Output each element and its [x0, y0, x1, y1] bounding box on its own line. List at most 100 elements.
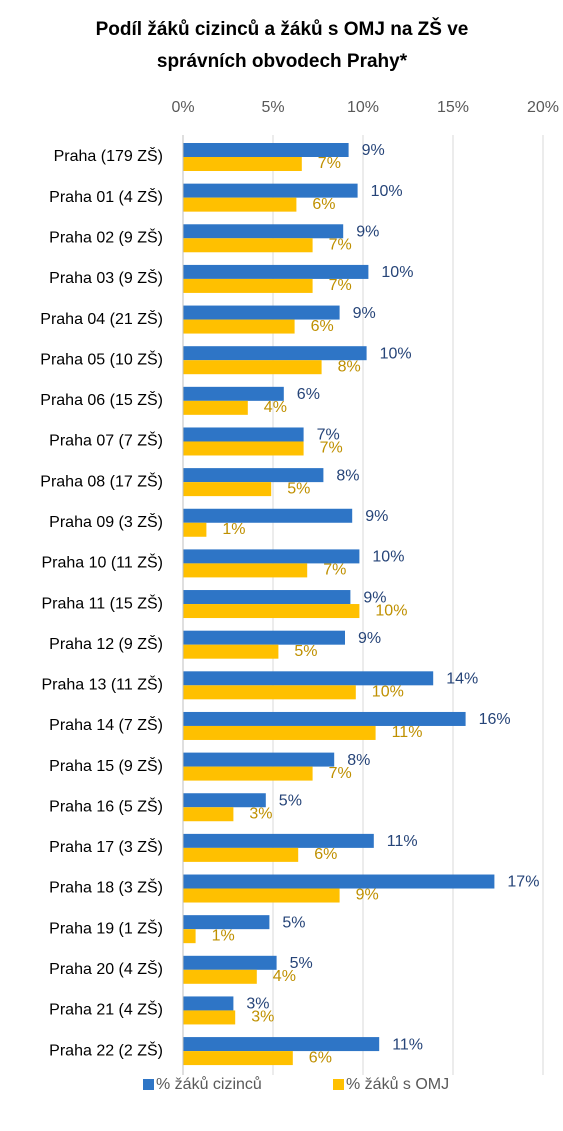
- data-label: 6%: [314, 846, 337, 863]
- data-label: 11%: [392, 724, 423, 741]
- y-tick-label: Praha 14 (7 ZŠ): [49, 715, 163, 734]
- bar: [183, 278, 313, 293]
- bar: [183, 143, 349, 157]
- bar: [183, 522, 207, 537]
- bar: [183, 711, 466, 726]
- bar: [183, 1037, 380, 1052]
- y-tick-label: Praha 18 (3 ZŠ): [49, 878, 163, 897]
- data-label: 5%: [290, 955, 313, 972]
- x-tick-label: 5%: [261, 99, 284, 116]
- legend-label: % žáků s OMJ: [346, 1075, 449, 1093]
- bar: [183, 752, 335, 767]
- bar: [183, 996, 234, 1011]
- data-label: 10%: [371, 183, 403, 200]
- data-label: 7%: [318, 155, 341, 172]
- bar: [183, 508, 353, 523]
- bar: [183, 590, 351, 605]
- data-label: 5%: [294, 643, 317, 660]
- bar: [183, 197, 297, 212]
- bar: [183, 847, 299, 862]
- data-label: 9%: [365, 508, 388, 525]
- data-label: 5%: [282, 914, 305, 931]
- data-label: 7%: [317, 427, 340, 444]
- y-tick-label: Praha 15 (9 ZŠ): [49, 756, 163, 775]
- y-tick-label: Praha 16 (5 ZŠ): [49, 796, 163, 815]
- data-label: 7%: [329, 277, 352, 294]
- y-tick-label: Praha 21 (4 ZŠ): [49, 1000, 163, 1019]
- data-label: 8%: [338, 358, 361, 375]
- x-tick-label: 10%: [347, 99, 379, 116]
- bar: [183, 482, 272, 497]
- bar: [183, 183, 358, 198]
- bar: [183, 793, 266, 808]
- legend-swatch: [333, 1079, 344, 1090]
- bar: [183, 563, 308, 578]
- bar: [183, 630, 345, 645]
- data-label: 4%: [273, 968, 296, 985]
- data-label: 9%: [353, 305, 376, 322]
- data-label: 6%: [297, 386, 320, 403]
- data-label: 6%: [309, 1049, 332, 1066]
- bar: [183, 604, 360, 619]
- bar: [183, 386, 284, 401]
- bar: [183, 644, 279, 659]
- data-label: 7%: [320, 440, 343, 457]
- x-tick-label: 0%: [171, 99, 194, 116]
- y-tick-label: Praha 04 (21 ZŠ): [40, 309, 163, 328]
- data-label: 10%: [372, 684, 404, 701]
- y-tick-label: Praha 17 (3 ZŠ): [49, 837, 163, 856]
- data-label: 7%: [323, 562, 346, 579]
- bar: [183, 264, 369, 279]
- data-label: 1%: [222, 521, 245, 538]
- chart-title: Podíl žáků cizinců a žáků s OMJ na ZŠ ve: [96, 18, 469, 40]
- data-label: 16%: [479, 711, 511, 728]
- data-label: 10%: [375, 602, 407, 619]
- x-tick-label: 20%: [527, 99, 559, 116]
- y-tick-label: Praha 08 (17 ZŠ): [40, 471, 163, 490]
- bar: [183, 929, 196, 944]
- data-label: 9%: [356, 223, 379, 240]
- legend-swatch: [143, 1079, 154, 1090]
- y-tick-label: Praha 06 (15 ZŠ): [40, 390, 163, 409]
- data-label: 8%: [347, 752, 370, 769]
- data-label: 5%: [279, 792, 302, 809]
- y-tick-label: Praha 22 (2 ZŠ): [49, 1040, 163, 1059]
- bar: [183, 224, 344, 239]
- data-label: 17%: [507, 874, 539, 891]
- y-tick-label: Praha 07 (7 ZŠ): [49, 431, 163, 450]
- data-label: 9%: [356, 887, 379, 904]
- y-tick-label: Praha 05 (10 ZŠ): [40, 349, 163, 368]
- data-label: 3%: [246, 996, 269, 1013]
- bar: [183, 400, 248, 415]
- y-tick-label: Praha (179 ZŠ): [54, 146, 163, 165]
- data-label: 10%: [381, 264, 413, 281]
- data-label: 9%: [363, 589, 386, 606]
- bar: [183, 766, 313, 781]
- data-label: 11%: [387, 833, 418, 850]
- bar: [183, 1051, 293, 1066]
- data-label: 3%: [249, 805, 272, 822]
- y-tick-label: Praha 19 (1 ZŠ): [49, 918, 163, 937]
- bar: [183, 468, 324, 483]
- bar: [183, 305, 340, 320]
- bar: [183, 360, 322, 375]
- data-label: 6%: [312, 196, 335, 213]
- bar: [183, 807, 234, 822]
- y-tick-label: Praha 13 (11 ZŠ): [41, 675, 163, 694]
- chart-title: správních obvodech Prahy*: [157, 51, 408, 72]
- data-label: 9%: [358, 630, 381, 647]
- data-label: 4%: [264, 399, 287, 416]
- bar: [183, 549, 360, 564]
- bar: [183, 874, 495, 889]
- bar: [183, 725, 376, 740]
- data-label: 10%: [380, 345, 412, 362]
- x-tick-label: 15%: [437, 99, 469, 116]
- data-label: 7%: [329, 236, 352, 253]
- data-label: 14%: [446, 671, 478, 688]
- y-tick-label: Praha 20 (4 ZŠ): [49, 959, 163, 978]
- bar: [183, 1010, 236, 1025]
- y-tick-label: Praha 12 (9 ZŠ): [49, 634, 163, 653]
- bar: [183, 157, 302, 171]
- bar: [183, 238, 313, 253]
